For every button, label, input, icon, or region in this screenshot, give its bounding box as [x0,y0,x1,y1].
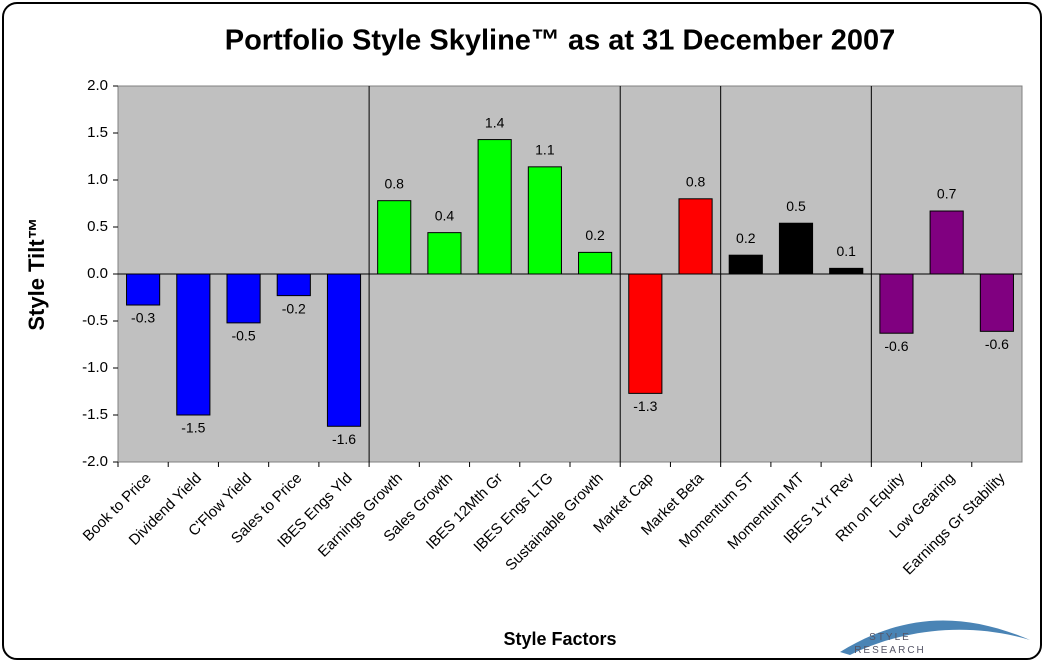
bar [578,251,613,275]
bar [527,166,562,275]
chart-title: Portfolio Style Skyline™ as at 31 Decemb… [225,25,896,57]
y-tick-label: 0.5 [87,218,108,235]
bar [628,273,663,394]
y-tick-label: -1.0 [82,359,108,376]
data-label: 0.4 [435,207,455,223]
y-tick-label: 1.0 [87,171,108,188]
data-label: -1.3 [633,398,657,414]
data-label: 1.4 [485,114,505,130]
data-label: 0.2 [736,230,756,246]
data-label: 0.1 [836,243,856,259]
y-tick-label: 2.0 [87,77,108,94]
bar [477,139,512,275]
bar [427,232,462,275]
bar [226,273,261,324]
y-tick-label: 1.5 [87,124,108,141]
data-label: 0.2 [585,227,605,243]
y-tick-label: -1.5 [82,406,108,423]
logo-text: RESEARCH [854,645,926,656]
bar [879,273,914,334]
y-tick-label: -0.5 [82,312,108,329]
data-label: 0.5 [786,198,806,214]
data-label: -0.6 [884,338,908,354]
bar [377,200,412,275]
data-label: -0.6 [985,336,1009,352]
data-label: -0.2 [282,300,306,316]
data-label: 1.1 [535,142,555,158]
data-label: 0.7 [937,186,957,202]
data-label: -1.6 [332,431,356,447]
x-axis-title: Style Factors [503,629,616,649]
y-tick-label: 0.0 [87,265,108,282]
data-label: 0.8 [686,174,706,190]
bar [829,267,864,275]
logo-swoosh [840,620,1030,655]
y-tick-label: -2.0 [82,453,108,470]
bar [678,198,713,275]
bar [326,273,362,427]
data-label: -0.5 [231,328,255,344]
data-label: 0.8 [384,175,404,191]
bar [728,254,763,275]
bar [929,210,964,275]
bar [778,222,814,275]
y-axis-title: Style Tilt™ [24,217,49,330]
bar [176,273,211,416]
bar [126,273,161,306]
logo-text: STYLE [869,632,911,643]
bar [979,273,1014,332]
bar [276,273,311,297]
data-label: -0.3 [131,310,155,326]
data-label: -1.5 [181,420,205,436]
